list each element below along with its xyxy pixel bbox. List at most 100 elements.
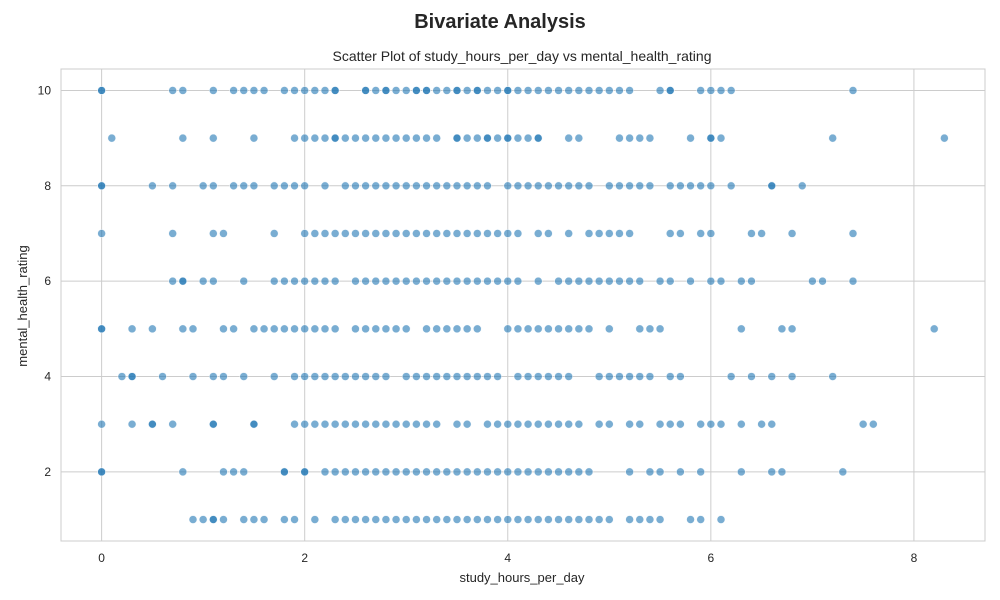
data-point [564, 133, 573, 143]
data-point [351, 133, 360, 143]
data-point [686, 515, 695, 524]
data-point [645, 133, 655, 143]
data-point [422, 467, 431, 477]
data-point [341, 133, 350, 143]
data-point [655, 515, 665, 524]
data-point [432, 181, 441, 191]
data-point [209, 133, 218, 143]
data-point [209, 515, 218, 524]
data-point [635, 324, 645, 334]
data-point [188, 515, 198, 524]
data-point [523, 372, 533, 381]
data-point [330, 276, 340, 286]
data-point [371, 133, 381, 143]
data-point [330, 372, 340, 381]
data-point [381, 419, 391, 429]
data-point [381, 467, 391, 477]
data-point [209, 372, 218, 381]
data-point [838, 467, 848, 477]
data-point [219, 467, 228, 477]
data-point [432, 324, 441, 334]
data-point [462, 324, 472, 334]
data-point [229, 467, 238, 477]
data-point [330, 229, 340, 238]
data-point [513, 372, 523, 381]
data-point [493, 86, 502, 95]
data-point [513, 419, 523, 429]
data-point [716, 133, 726, 143]
data-point [198, 276, 208, 286]
data-point [605, 181, 614, 191]
data-point [361, 181, 370, 191]
data-point [381, 181, 391, 191]
data-point [442, 229, 452, 238]
data-point [676, 467, 685, 477]
data-point [533, 133, 543, 143]
data-point [503, 515, 513, 524]
data-point [605, 372, 614, 381]
data-point [412, 133, 421, 143]
data-point [219, 372, 228, 381]
data-point [361, 324, 370, 334]
data-point [391, 229, 401, 238]
data-point [229, 86, 238, 95]
data-point [310, 372, 320, 381]
x-tick-label: 8 [911, 551, 918, 565]
data-point [259, 324, 269, 334]
data-point [351, 324, 360, 334]
data-point [929, 324, 939, 334]
data-point [584, 181, 594, 191]
data-point [432, 515, 441, 524]
data-point [554, 467, 563, 477]
data-point [239, 86, 249, 95]
data-point [371, 229, 381, 238]
data-point [412, 181, 421, 191]
data-point [300, 133, 309, 143]
data-point [269, 276, 279, 286]
data-point [442, 181, 452, 191]
data-point [219, 324, 228, 334]
data-point [767, 181, 777, 191]
data-point [371, 515, 381, 524]
data-point [391, 86, 401, 95]
data-point [615, 86, 624, 95]
data-point [594, 515, 604, 524]
data-point [341, 372, 350, 381]
data-point [351, 467, 360, 477]
data-point [676, 372, 685, 381]
data-point [584, 276, 594, 286]
data-point [665, 276, 675, 286]
data-point [188, 372, 198, 381]
data-point [625, 372, 634, 381]
data-point [320, 276, 330, 286]
x-tick-label: 4 [504, 551, 511, 565]
data-point [391, 181, 401, 191]
data-point [168, 181, 177, 191]
data-point [198, 515, 208, 524]
y-tick-label: 10 [38, 83, 52, 97]
data-point [432, 133, 441, 143]
data-point [462, 86, 472, 95]
data-point [178, 276, 188, 286]
data-point [127, 372, 137, 381]
data-point [269, 324, 279, 334]
data-point [493, 229, 502, 238]
data-point [726, 372, 736, 381]
data-point [493, 419, 502, 429]
data-point [290, 515, 299, 524]
data-point [310, 276, 320, 286]
data-point [513, 467, 523, 477]
data-point [320, 133, 330, 143]
data-point [818, 276, 827, 286]
data-point [432, 467, 441, 477]
data-point [574, 86, 584, 95]
data-point [178, 467, 188, 477]
data-point [310, 324, 320, 334]
data-point [351, 276, 360, 286]
data-point [493, 372, 502, 381]
data-point [341, 181, 350, 191]
data-point [401, 229, 411, 238]
data-point [300, 229, 309, 238]
data-point [158, 372, 167, 381]
data-point [706, 276, 716, 286]
